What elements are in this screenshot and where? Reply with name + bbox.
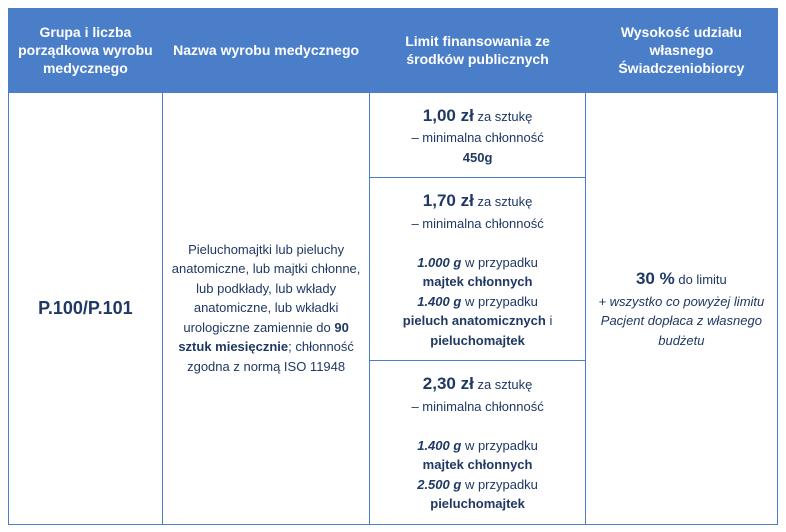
tier2-line2-product1: pieluch anatomicznych <box>403 313 546 328</box>
tier3-line2-weight: 2.500 g <box>417 477 461 492</box>
product-description: Pieluchomajtki lub pieluchy anatomiczne,… <box>162 92 370 524</box>
header-row: Grupa i liczba porządkowa wyrobu medyczn… <box>9 9 778 93</box>
tier3-price: 2,30 zł <box>423 374 474 393</box>
header-limit: Limit finansowania ze środków publicznyc… <box>370 9 585 93</box>
tier2-line1-text: w przypadku <box>465 255 538 270</box>
tier2-line2-product2: pieluchomajtek <box>430 333 525 348</box>
tier1-price: 1,00 zł <box>423 106 474 125</box>
tier3-line1-weight: 1.400 g <box>417 438 461 453</box>
tier3-line1-text: w przypadku <box>465 438 538 453</box>
table-row: P.100/P.101 Pieluchomajtki lub pieluchy … <box>9 92 778 178</box>
copay-to-limit: do limitu <box>678 272 726 287</box>
tier3-per: za sztukę <box>477 377 532 392</box>
tier1-cell: 1,00 zł za sztukę – minimalna chłonność … <box>370 92 585 178</box>
tier2-cell: 1,70 zł za sztukę – minimalna chłonność … <box>370 178 585 361</box>
tier1-label: – minimalna chłonność <box>411 130 543 145</box>
reimbursement-table: Grupa i liczba porządkowa wyrobu medyczn… <box>8 8 778 525</box>
tier2-line1-weight: 1.000 g <box>417 255 461 270</box>
tier3-line2-text: w przypadku <box>465 477 538 492</box>
tier2-line2-weight: 1.400 g <box>417 294 461 309</box>
header-group: Grupa i liczba porządkowa wyrobu medyczn… <box>9 9 163 93</box>
tier2-line1-product: majtek chłonnych <box>423 274 533 289</box>
copay-cell: 30 % do limitu + wszystko co powyżej lim… <box>585 92 777 524</box>
tier3-line2-product: pieluchomajtek <box>430 496 525 511</box>
header-name: Nazwa wyrobu medycznego <box>162 9 370 93</box>
product-code: P.100/P.101 <box>9 92 163 524</box>
tier3-label: – minimalna chłonność <box>411 399 543 414</box>
tier1-per: za sztukę <box>477 109 532 124</box>
copay-plus: + wszystko co powyżej limitu Pacjent dop… <box>598 294 764 348</box>
tier2-price: 1,70 zł <box>423 191 474 210</box>
tier3-cell: 2,30 zł za sztukę – minimalna chłonność … <box>370 361 585 525</box>
tier2-per: za sztukę <box>477 194 532 209</box>
tier2-line2-text: w przypadku <box>465 294 538 309</box>
tier3-line1-product: majtek chłonnych <box>423 457 533 472</box>
copay-percent: 30 % <box>636 269 675 288</box>
header-copay: Wysokość udziału własnego Świadczeniobio… <box>585 9 777 93</box>
tier2-label: – minimalna chłonność <box>411 216 543 231</box>
tier2-line2-and: i <box>549 313 552 328</box>
tier1-weight: 450g <box>463 150 493 165</box>
desc-main: Pieluchomajtki lub pieluchy anatomiczne,… <box>172 242 361 335</box>
